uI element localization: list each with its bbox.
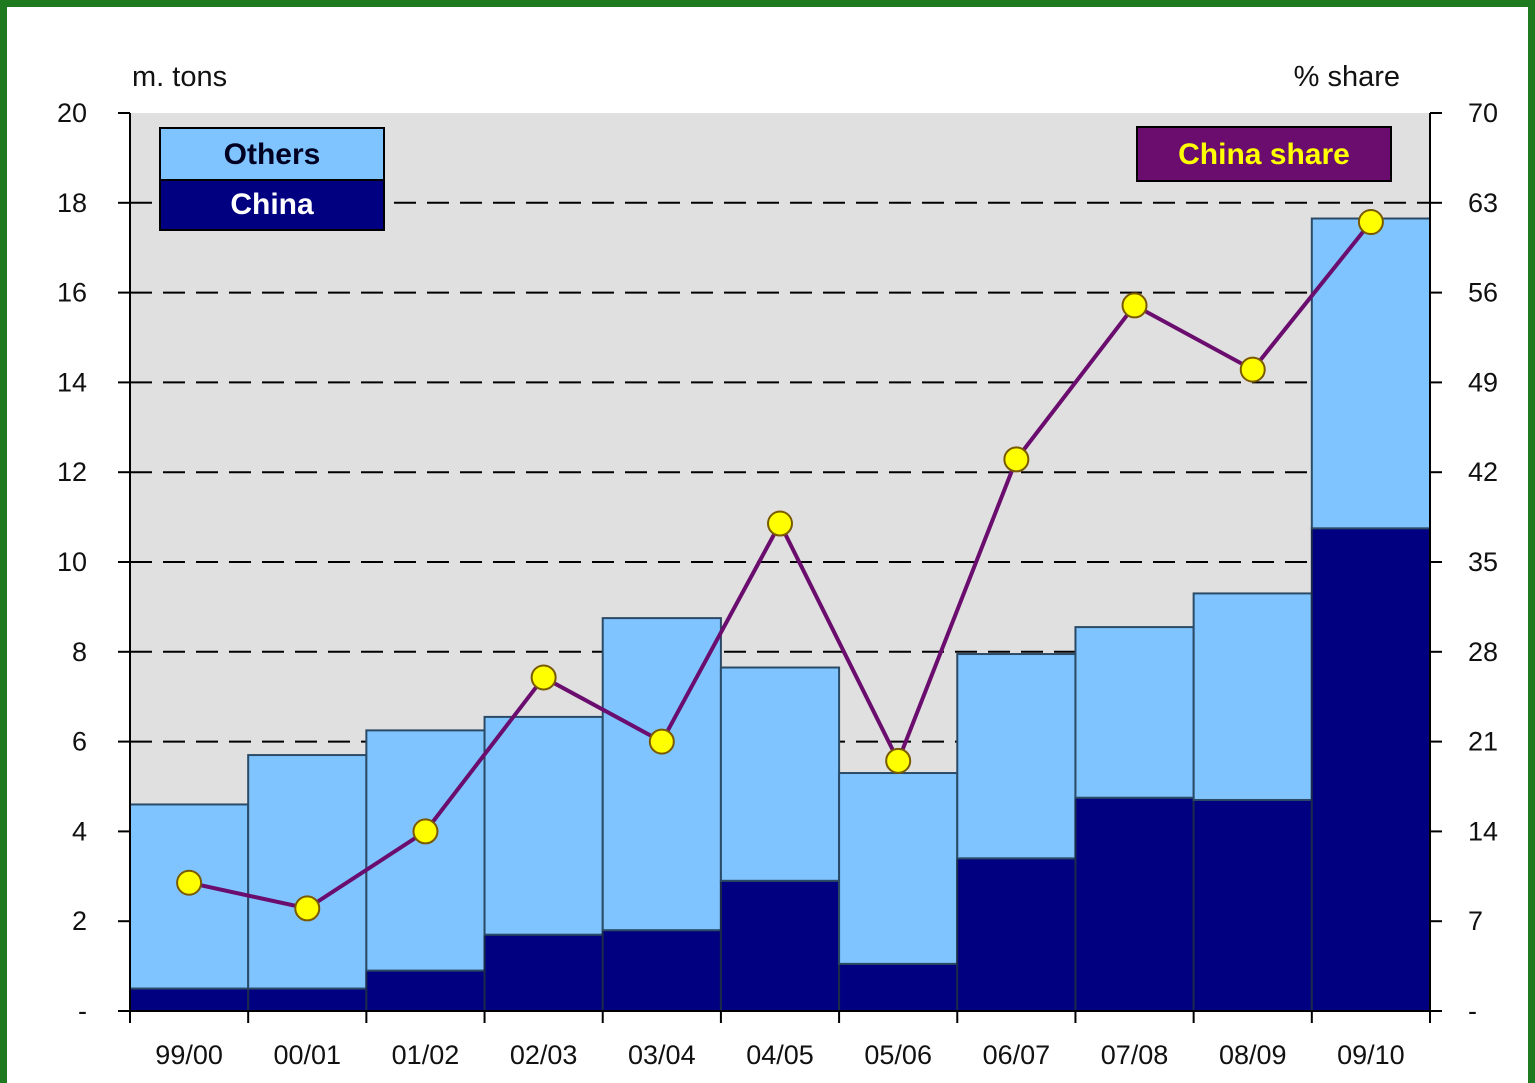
bar-china-08-09 — [1192, 798, 1313, 1012]
legend-line: China share — [1136, 126, 1392, 182]
right-tick-label: 63 — [1468, 188, 1498, 218]
right-tick-label: - — [1468, 996, 1477, 1026]
bars — [129, 217, 1432, 1013]
bar-others-05-06 — [838, 772, 959, 965]
bar-china-04-05 — [719, 879, 841, 1012]
china-share-point-05-06 — [885, 747, 912, 774]
left-tick-label: 20 — [57, 98, 87, 128]
china-share-point-99-00 — [176, 869, 203, 896]
china-share-point-03-04 — [648, 728, 675, 755]
x-tick-label: 07/08 — [1101, 1040, 1169, 1070]
legend-label-others: Others — [224, 138, 321, 171]
left-tick-label: 16 — [57, 278, 87, 308]
bar-china-99-00 — [129, 987, 250, 1012]
legend-swatch-china — [159, 179, 385, 231]
bar-china-09-10 — [1310, 527, 1432, 1012]
bar-china-00-01 — [247, 987, 368, 1012]
x-tick-label: 08/09 — [1219, 1040, 1287, 1070]
bar-others-08-09 — [1192, 592, 1313, 801]
right-tick-label: 28 — [1468, 637, 1498, 667]
china-share-point-04-05 — [767, 510, 793, 537]
china-share-point-08-09 — [1239, 356, 1266, 383]
x-tick-label: 06/07 — [983, 1040, 1051, 1070]
china-share-point-01-02 — [412, 818, 439, 845]
china-share-point-07-08 — [1121, 292, 1148, 319]
x-tick-label: 99/00 — [155, 1040, 223, 1070]
left-tick-label: - — [78, 996, 87, 1026]
bar-others-07-08 — [1074, 626, 1195, 799]
bar-others-01-02 — [365, 729, 486, 972]
left-tick-label: 12 — [57, 457, 87, 487]
right-tick-label: 21 — [1468, 727, 1498, 757]
x-tick-label: 04/05 — [746, 1040, 814, 1070]
x-tick-label: 05/06 — [864, 1040, 932, 1070]
right-axis-label: % share — [1294, 61, 1400, 93]
right-tick-label: 7 — [1468, 906, 1483, 936]
legend-swatch-others — [159, 127, 385, 181]
bar-others-04-05 — [719, 666, 841, 882]
china-share-line — [176, 209, 1384, 922]
left-tick-label: 18 — [57, 188, 87, 218]
legend-label-china-share: China share — [1178, 138, 1350, 171]
right-tick-label: 70 — [1468, 98, 1498, 128]
right-tick-label: 49 — [1468, 367, 1498, 397]
legend-bars: Others China — [159, 127, 385, 231]
x-tick-label: 02/03 — [510, 1040, 578, 1070]
bar-china-05-06 — [838, 962, 959, 1012]
china-share-point-02-03 — [530, 664, 557, 691]
axes: - 2 4 6 8 10 12 14 16 18 20 - 7 14 21 28 35 42 49 56 63 70 99/… — [57, 98, 1498, 1070]
left-tick-label: 8 — [72, 637, 87, 667]
x-tick-label: 03/04 — [628, 1040, 696, 1070]
x-tick-label: 00/01 — [273, 1040, 341, 1070]
right-tick-label: 42 — [1468, 457, 1498, 487]
china-share-point-00-01 — [294, 895, 321, 922]
bar-others-09-10 — [1310, 217, 1432, 530]
left-tick-label: 6 — [72, 727, 87, 757]
bar-others-99-00 — [129, 803, 250, 990]
left-tick-label: 4 — [72, 816, 87, 846]
legend-swatch-china-share — [1136, 126, 1392, 182]
x-tick-label: 09/10 — [1337, 1040, 1405, 1070]
bar-china-07-08 — [1074, 796, 1195, 1012]
bar-china-03-04 — [601, 929, 722, 1012]
x-tick-label: 01/02 — [392, 1040, 460, 1070]
china-share-point-06-07 — [1003, 446, 1030, 473]
left-tick-label: 14 — [57, 367, 87, 397]
bar-others-00-01 — [247, 754, 368, 990]
china-share-point-09-10 — [1357, 209, 1384, 236]
right-tick-label: 56 — [1468, 278, 1498, 308]
bar-china-01-02 — [365, 969, 486, 1013]
bar-others-02-03 — [483, 715, 604, 936]
bar-china-06-07 — [956, 857, 1077, 1013]
legend-label-china: China — [230, 188, 314, 221]
bar-china-02-03 — [483, 933, 604, 1012]
bar-others-06-07 — [956, 653, 1077, 860]
left-tick-label: 2 — [72, 906, 87, 936]
right-tick-label: 14 — [1468, 816, 1498, 846]
left-axis-label: m. tons — [132, 61, 227, 93]
left-tick-label: 10 — [57, 547, 87, 577]
right-tick-label: 35 — [1468, 547, 1498, 577]
